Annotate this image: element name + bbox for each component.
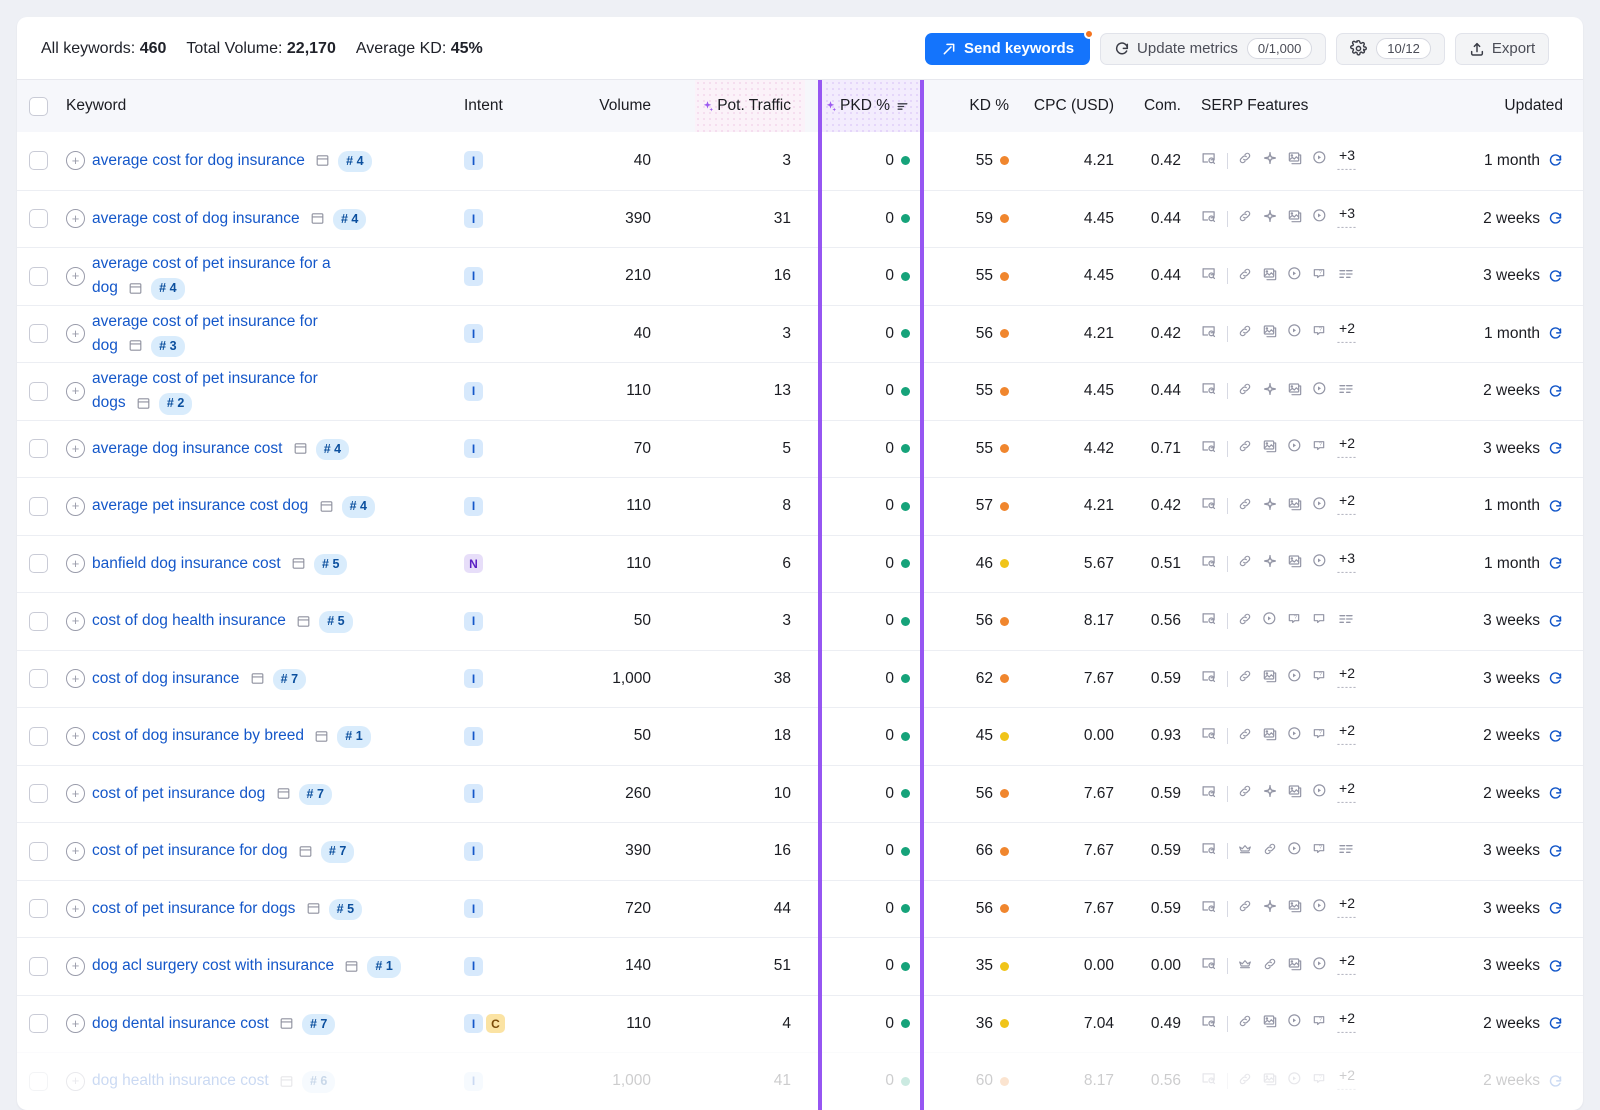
svg-text:?: ? (1319, 845, 1322, 851)
svg-text:?: ? (1319, 327, 1322, 333)
svg-text:?: ? (1319, 730, 1322, 736)
svg-text:?: ? (1319, 442, 1322, 448)
svg-text:?: ? (1319, 1075, 1322, 1081)
svg-text:?: ? (1319, 270, 1322, 276)
svg-text:?: ? (1319, 672, 1322, 678)
svg-text:?: ? (1294, 615, 1297, 621)
svg-text:?: ? (1319, 1017, 1322, 1023)
